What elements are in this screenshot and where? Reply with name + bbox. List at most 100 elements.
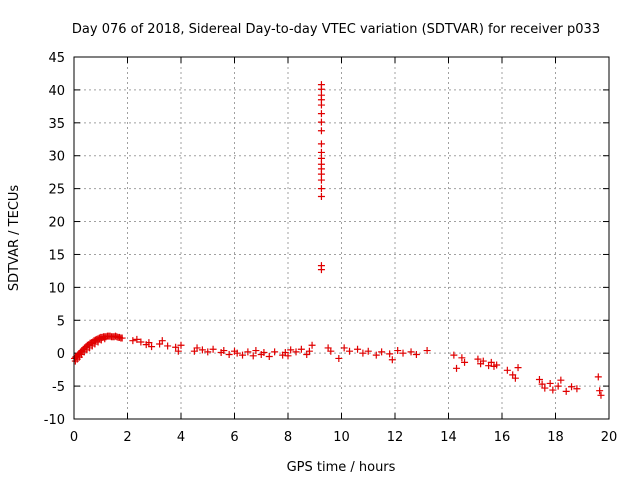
data-point [364,347,372,355]
data-point [412,350,420,358]
chart-title: Day 076 of 2018, Sidereal Day-to-day VTE… [72,22,600,37]
data-point [597,391,605,399]
data-point [327,347,335,355]
y-tick-label: -10 [44,413,65,428]
data-point [233,349,241,357]
x-tick-label: 14 [440,430,457,445]
y-tick-label: 30 [48,150,65,165]
data-point [354,345,362,353]
y-tick-label: 35 [48,117,65,132]
data-point [573,385,581,393]
data-point [407,348,415,356]
data-point [388,356,396,364]
data-point [317,176,325,184]
data-point [305,347,313,355]
data-point [399,349,407,357]
y-axis-label: SDTVAR / TECUs [7,185,22,292]
data-point [133,335,141,343]
data-point [308,341,316,349]
data-point [145,339,153,347]
y-tick-label: 25 [48,183,65,198]
data-point [172,343,180,351]
data-point [317,91,325,99]
y-tick-label: 15 [48,248,65,263]
data-point [174,347,182,355]
data-point [148,343,156,351]
x-tick-label: 10 [333,430,350,445]
data-point [372,351,380,359]
data-point [335,354,343,362]
data-point [511,374,519,382]
data-point [394,347,402,355]
data-point [535,376,543,384]
data-point [265,352,273,360]
data-point [220,347,228,355]
data-point [317,140,325,148]
data-point [596,387,604,395]
data-point [317,154,325,162]
data-point [568,383,576,391]
data-point [271,348,279,356]
data-point [594,373,602,381]
data-point [317,148,325,156]
data-point [479,357,487,365]
x-tick-label: 0 [70,430,78,445]
data-point [546,379,554,387]
data-point [284,352,292,360]
data-point [317,81,325,89]
data-point [118,334,126,342]
data-point [158,337,166,345]
data-point [193,344,201,352]
data-point [101,335,109,343]
y-tick-label: 0 [57,347,65,362]
x-tick-label: 2 [123,430,131,445]
plot-frame [73,56,610,420]
data-point [252,347,260,355]
data-point [129,337,137,345]
data-point [249,352,257,360]
data-point [317,118,325,126]
data-point [538,380,546,388]
data-point [297,345,305,353]
data-point [461,358,469,366]
y-tick-label: 45 [48,51,65,66]
data-point [209,345,217,353]
data-point [474,355,482,363]
data-point [557,376,565,384]
data-point [340,344,348,352]
x-axis-label: GPS time / hours [287,460,396,475]
y-tick-label: 10 [48,281,65,296]
data-point [239,351,247,359]
data-points [71,81,605,399]
x-tick-label: 12 [387,430,404,445]
data-point [317,266,325,274]
data-point [287,346,295,354]
data-point [244,348,252,356]
data-point [423,347,431,355]
x-tick-label: 20 [601,430,618,445]
data-point [198,346,206,354]
data-point [487,358,495,366]
data-point [317,185,325,193]
data-point [164,342,172,350]
grid-lines [74,57,609,419]
x-tick-label: 4 [177,430,185,445]
data-point [450,351,458,359]
data-point [378,348,386,356]
data-point [549,386,557,394]
y-tick-label: -5 [52,380,65,395]
y-tick-label: 40 [48,84,65,99]
y-tick-label: 20 [48,216,65,231]
data-point [317,193,325,201]
data-point [177,341,185,349]
y-tick-label: 5 [57,314,65,329]
data-point [514,364,522,372]
data-point [554,382,562,390]
x-tick-label: 18 [547,430,564,445]
data-point [137,338,145,346]
data-point [317,110,325,118]
data-point [359,349,367,357]
data-point [292,348,300,356]
y-axis-ticks: -10 -5 0 5 10 15 20 25 30 35 40 45 [44,51,609,428]
data-point [317,127,325,135]
